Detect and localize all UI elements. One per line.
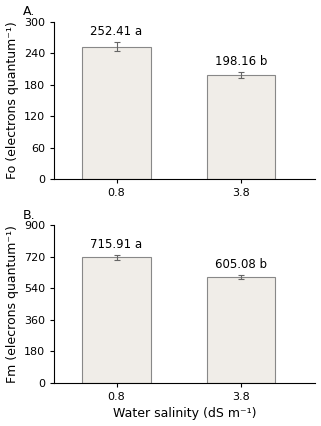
Bar — [207, 75, 275, 179]
Text: 715.91 a: 715.91 a — [91, 239, 143, 251]
Bar — [82, 257, 151, 383]
Text: 198.16 b: 198.16 b — [215, 55, 267, 69]
Bar — [207, 277, 275, 383]
Bar — [82, 46, 151, 179]
Y-axis label: Fm (elecrons quantum⁻¹): Fm (elecrons quantum⁻¹) — [5, 225, 19, 383]
X-axis label: Water salinity (dS m⁻¹): Water salinity (dS m⁻¹) — [113, 407, 257, 420]
Text: B.: B. — [23, 209, 36, 222]
Y-axis label: Fo (electrons quantum⁻¹): Fo (electrons quantum⁻¹) — [5, 21, 19, 179]
Text: 605.08 b: 605.08 b — [215, 258, 267, 271]
Text: 252.41 a: 252.41 a — [91, 26, 143, 38]
Text: A.: A. — [23, 6, 35, 18]
